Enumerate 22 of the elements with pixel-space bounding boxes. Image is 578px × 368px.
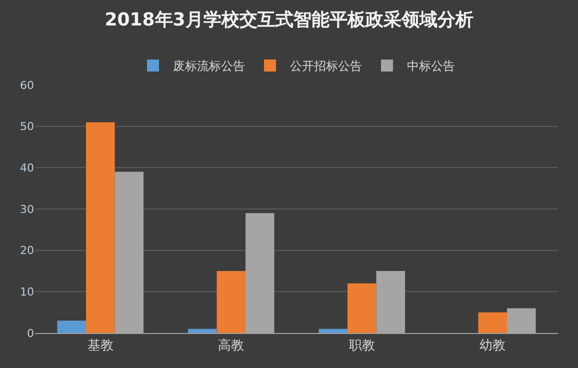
- chart-title: 2018年3月学校交互式智能平板政采领域分析: [104, 9, 474, 30]
- x-tick-label: 幼教: [480, 338, 506, 354]
- bar: [188, 328, 217, 333]
- x-tick-label: 高教: [218, 338, 244, 354]
- x-tick-label: 职教: [348, 338, 375, 354]
- legend-label: 公开招标公告: [290, 59, 362, 74]
- bar: [86, 122, 115, 333]
- y-tick-label: 0: [27, 326, 34, 340]
- y-tick-label: 40: [20, 162, 34, 175]
- y-tick-label: 10: [20, 286, 34, 299]
- bar: [347, 283, 376, 333]
- bar: [216, 271, 246, 333]
- y-tick-label: 30: [20, 202, 34, 216]
- x-tick-label: 基教: [87, 338, 114, 354]
- bar: [318, 328, 348, 333]
- y-tick-label: 60: [20, 78, 34, 92]
- bar: [478, 312, 508, 333]
- y-tick-label: 50: [20, 120, 34, 134]
- y-tick-label: 20: [20, 244, 34, 258]
- legend-label: 中标公告: [407, 59, 455, 74]
- bar: [57, 320, 86, 333]
- legend-label: 废标流标公告: [173, 59, 245, 74]
